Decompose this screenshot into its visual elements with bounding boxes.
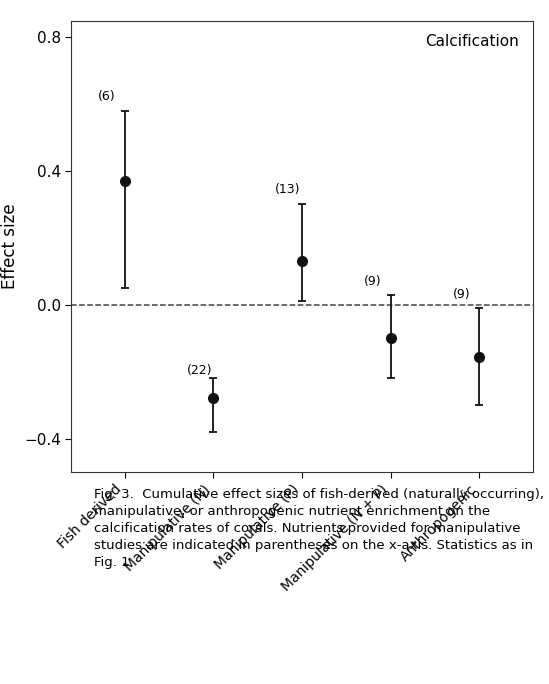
Text: (6): (6) bbox=[98, 90, 116, 103]
Y-axis label: Effect size: Effect size bbox=[1, 203, 19, 289]
Text: Fig. 3.  Cumulative effect sizes of fish-derived (naturally occurring), manipula: Fig. 3. Cumulative effect sizes of fish-… bbox=[94, 488, 545, 569]
Text: (13): (13) bbox=[276, 183, 301, 196]
Text: (22): (22) bbox=[187, 364, 212, 377]
Text: Calcification: Calcification bbox=[425, 34, 519, 49]
Text: (9): (9) bbox=[364, 275, 382, 288]
Text: (9): (9) bbox=[453, 289, 470, 302]
